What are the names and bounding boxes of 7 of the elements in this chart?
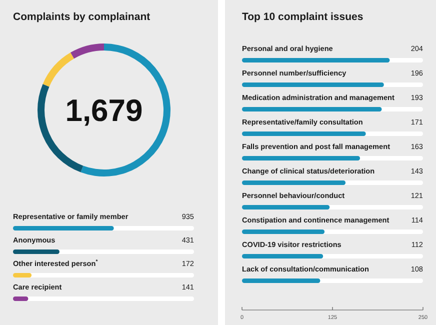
bar (13, 296, 28, 301)
bar (13, 273, 32, 278)
chart-title: Complaints by complainant (13, 11, 151, 23)
text: 1,679 (65, 93, 143, 128)
donut-slice (42, 52, 74, 87)
chart-title: Top 10 complaint issues (242, 11, 364, 23)
donut-slice (70, 44, 104, 59)
